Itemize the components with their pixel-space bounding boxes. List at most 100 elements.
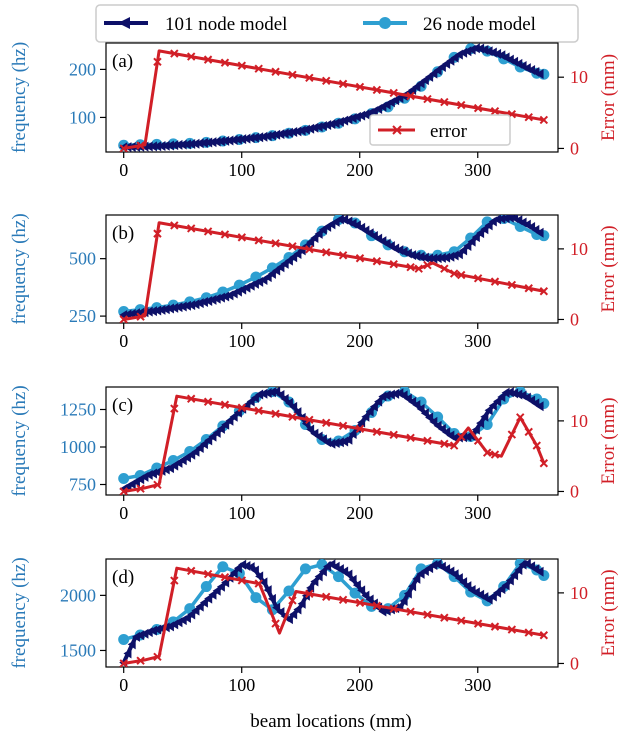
error-legend: error	[369, 114, 511, 146]
point-error	[136, 484, 145, 493]
y2-tick-label: 0	[570, 138, 579, 158]
point-error	[524, 284, 533, 293]
point-error-stroke	[490, 622, 500, 631]
point-error	[170, 576, 179, 585]
point-error	[440, 264, 449, 273]
point-101-node	[153, 467, 162, 478]
panel-2: 0 100 200 300 250 500 0 10 frequency (hz) Error (…	[9, 213, 619, 351]
point-26-node	[283, 585, 295, 597]
y2-tick-label: 0	[570, 309, 579, 329]
point-101-node	[493, 48, 502, 59]
point-error	[457, 270, 466, 280]
point-101-node	[242, 133, 251, 144]
point-error-stroke	[119, 315, 128, 323]
legend-frame	[95, 4, 579, 43]
point-101-node	[153, 141, 162, 152]
point-error-stroke	[406, 263, 415, 272]
point-101-node	[399, 596, 408, 607]
point-error	[153, 652, 162, 662]
point-error-stroke	[153, 57, 162, 67]
y-tick-label: 250	[69, 306, 96, 326]
point-101-node	[505, 387, 514, 398]
point-error	[338, 421, 348, 431]
point-101-node	[195, 138, 204, 149]
point-101-node	[484, 46, 493, 57]
point-error	[507, 430, 517, 439]
point-error	[440, 613, 449, 622]
point-error-stroke	[516, 413, 525, 422]
point-error	[153, 480, 162, 490]
point-101-node	[255, 571, 264, 582]
point-101-node	[429, 416, 438, 427]
point-error	[457, 616, 466, 625]
point-101-node	[420, 252, 429, 263]
point-error-stroke	[389, 88, 398, 98]
point-error	[539, 631, 549, 640]
point-101-node	[471, 43, 480, 54]
point-101-node	[348, 428, 357, 439]
point-error	[254, 64, 263, 73]
point-error-stroke	[524, 628, 533, 637]
point-101-node	[272, 129, 281, 140]
y2-tick-label: 10	[570, 239, 588, 259]
plot-area	[118, 559, 550, 667]
point-101-node	[446, 251, 455, 262]
y-tick-label: 200	[69, 59, 96, 79]
point-error	[338, 251, 348, 260]
x-tick-label: 300	[464, 331, 491, 351]
point-error	[532, 441, 541, 450]
point-101-node	[463, 240, 472, 251]
point-101-node	[144, 469, 153, 480]
plot-area	[118, 215, 550, 323]
point-error	[440, 439, 449, 449]
point-error-stroke	[136, 141, 145, 150]
plot-frame	[105, 558, 559, 668]
point-error-stroke	[119, 659, 128, 667]
point-error-stroke	[119, 487, 128, 495]
point-error	[516, 413, 525, 422]
point-101-node	[442, 252, 451, 263]
point-101-node	[484, 405, 493, 416]
y2-tick-label: 0	[570, 481, 579, 501]
point-error	[203, 569, 213, 579]
point-error-stroke	[288, 70, 297, 79]
point-101-node	[450, 250, 459, 261]
point-101-node	[263, 388, 272, 399]
point-101-node	[204, 137, 213, 148]
point-error-stroke	[440, 439, 449, 449]
error-legend-frame	[369, 114, 511, 146]
point-101-node	[403, 588, 412, 599]
point-error	[305, 415, 314, 424]
point-101-node	[225, 135, 234, 146]
y-tick-label: 750	[69, 475, 96, 495]
point-error-stroke	[490, 277, 500, 286]
point-101-node	[284, 127, 293, 138]
error-legend-marker	[392, 125, 402, 135]
point-error	[524, 628, 533, 637]
legend-marker-dense	[118, 17, 130, 29]
point-101-node	[267, 387, 276, 398]
point-101-node	[195, 601, 204, 612]
point-101-node	[221, 291, 230, 302]
panel-1: 0 100 200 300 100 200 0 10 frequency (hz) Error (…	[9, 42, 619, 180]
y2-tick-label: 10	[570, 411, 588, 431]
point-error	[539, 287, 549, 296]
point-101-node	[233, 134, 242, 145]
point-error	[539, 459, 549, 468]
point-101-node	[501, 387, 510, 398]
point-error	[473, 436, 483, 445]
point-101-node	[501, 580, 510, 591]
point-101-node	[471, 424, 480, 435]
point-error-stroke	[119, 144, 128, 152]
point-101-node	[127, 639, 136, 650]
point-error-stroke	[187, 52, 196, 61]
point-101-node	[352, 580, 361, 591]
point-101-node	[476, 228, 485, 239]
point-101-node	[263, 585, 272, 596]
point-101-node	[191, 138, 200, 149]
point-101-node	[459, 577, 468, 588]
point-error	[322, 248, 331, 257]
point-error	[305, 245, 314, 254]
point-error	[220, 58, 230, 67]
point-error-stroke	[406, 433, 415, 443]
